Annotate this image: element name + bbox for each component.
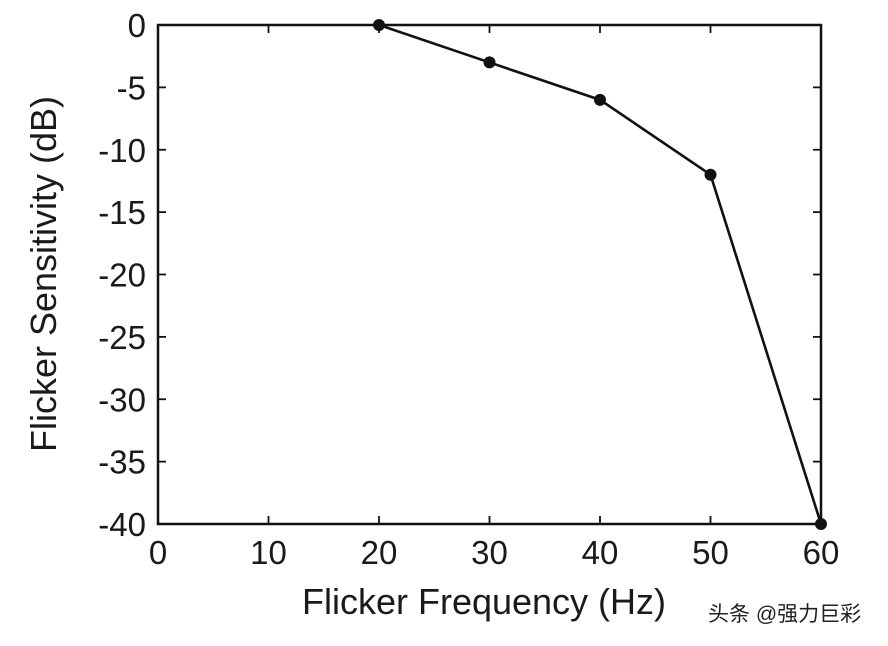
x-axis-title: Flicker Frequency (Hz): [302, 581, 666, 622]
plot-frame: [156, 23, 823, 526]
x-tick-label: 60: [803, 534, 840, 571]
watermark-text: 头条 @强力巨彩: [708, 603, 861, 626]
y-tick-label: -15: [98, 194, 146, 231]
y-tick-labels: 0 -5 -10 -15 -20 -25 -30 -35 -40: [98, 7, 146, 543]
x-tick-labels: 0 10 20 30 40 50 60: [149, 534, 840, 571]
x-tick-label: 50: [692, 534, 729, 571]
y-tick-label: -25: [98, 319, 146, 356]
data-point: [594, 93, 606, 106]
y-tick-label: -10: [98, 132, 146, 169]
y-tick-label: -5: [117, 69, 146, 106]
y-axis-title: Flicker Sensitivity (dB): [23, 96, 64, 452]
data-point: [373, 19, 385, 31]
x-tick-label: 40: [582, 534, 619, 571]
data-point: [815, 518, 827, 530]
data-point: [704, 168, 717, 181]
series-layer: [373, 19, 827, 530]
y-tick-label: -40: [98, 506, 146, 543]
y-tick-label: 0: [128, 7, 146, 44]
x-tick-label: 30: [471, 534, 508, 571]
y-tick-label: -20: [98, 257, 146, 294]
y-tick-label: -30: [98, 381, 146, 418]
x-tick-label: 10: [250, 534, 287, 571]
x-tick-label: 0: [149, 534, 167, 571]
y-tick-label: -35: [98, 444, 146, 481]
axis-ticks: [157, 24, 822, 525]
data-point: [483, 56, 496, 69]
x-tick-label: 20: [361, 534, 398, 571]
